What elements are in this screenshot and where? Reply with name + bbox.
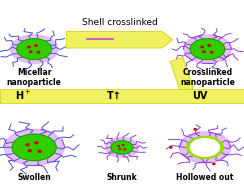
Ellipse shape	[111, 141, 133, 154]
Ellipse shape	[35, 45, 37, 46]
Ellipse shape	[122, 145, 124, 146]
Ellipse shape	[201, 46, 203, 48]
Ellipse shape	[179, 132, 231, 163]
Ellipse shape	[170, 147, 172, 148]
Ellipse shape	[211, 52, 213, 53]
Text: Micellar
nanoparticle: Micellar nanoparticle	[7, 68, 61, 87]
Ellipse shape	[35, 142, 38, 144]
Ellipse shape	[37, 52, 40, 53]
Ellipse shape	[213, 163, 215, 164]
Ellipse shape	[190, 39, 225, 60]
Ellipse shape	[187, 136, 223, 158]
Ellipse shape	[26, 144, 29, 146]
Ellipse shape	[184, 35, 231, 63]
Text: Shrunk: Shrunk	[107, 173, 137, 182]
Ellipse shape	[28, 46, 30, 48]
Ellipse shape	[10, 35, 58, 63]
Text: Swollen: Swollen	[17, 173, 51, 182]
Ellipse shape	[124, 149, 125, 150]
Bar	[0, 89, 244, 103]
Text: T↑: T↑	[107, 91, 122, 101]
Ellipse shape	[17, 39, 51, 60]
Text: UV: UV	[192, 91, 208, 101]
Ellipse shape	[30, 51, 32, 53]
Ellipse shape	[194, 129, 196, 130]
Ellipse shape	[203, 51, 205, 53]
Text: Hollowed out: Hollowed out	[176, 173, 234, 182]
Ellipse shape	[106, 138, 138, 157]
Ellipse shape	[208, 45, 210, 46]
Ellipse shape	[190, 139, 220, 156]
Text: Shell crosslinked: Shell crosslinked	[82, 18, 157, 27]
Ellipse shape	[28, 150, 31, 152]
Ellipse shape	[4, 129, 64, 165]
Text: Crosslinked
nanoparticle: Crosslinked nanoparticle	[180, 68, 235, 87]
Ellipse shape	[12, 134, 56, 161]
Text: H$^+$: H$^+$	[15, 89, 31, 102]
Ellipse shape	[38, 150, 41, 152]
